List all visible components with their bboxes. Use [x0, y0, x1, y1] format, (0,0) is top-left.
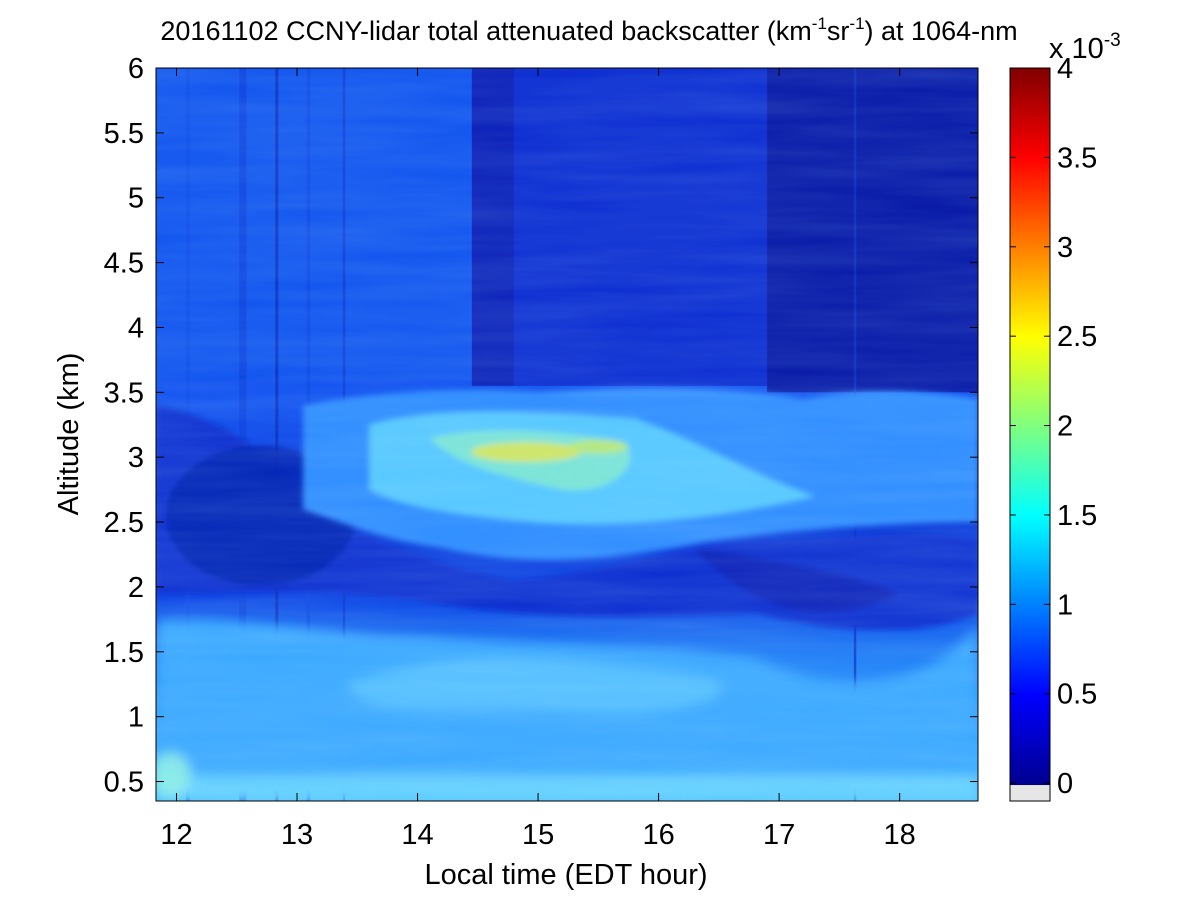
y-tick-label: 0.5 — [104, 767, 144, 799]
title-date: 20161102 — [160, 16, 278, 46]
heatmap-texture — [156, 68, 978, 801]
x-tick-label: 14 — [401, 819, 433, 851]
colorbar-nodata-band — [1010, 785, 1050, 801]
title-part-a — [279, 16, 287, 46]
title-sup-a: -1 — [812, 14, 827, 33]
title-text-c: ) at 1064-nm — [865, 16, 1018, 46]
colorbar: 0 0.5 1 1.5 2 2.5 3 3.5 4 — [1009, 53, 1097, 802]
y-axis-ticks: 0.5 1 1.5 2 2.5 3 3.5 4 4.5 5 5.5 6 — [104, 53, 978, 799]
chart-title: 20161102 CCNY-lidar total attenuated bac… — [160, 14, 1017, 46]
x-tick-label: 18 — [884, 819, 916, 851]
plot-axes — [155, 67, 979, 802]
title-text-b: sr — [827, 16, 850, 46]
colorbar-tick-label: 3.5 — [1057, 142, 1097, 174]
y-tick-label: 5.5 — [104, 118, 144, 150]
title-text-a: CCNY-lidar total attenuated backscatter … — [286, 16, 812, 46]
x-tick-label: 15 — [522, 819, 554, 851]
colorbar-exponent-power: -3 — [1104, 30, 1121, 51]
y-tick-label: 4.5 — [104, 248, 144, 280]
x-tick-label: 12 — [160, 819, 192, 851]
y-tick-label: 6 — [128, 53, 144, 85]
x-tick-label: 13 — [281, 819, 313, 851]
title-sup-b: -1 — [849, 14, 864, 33]
colorbar-tick-label: 0 — [1057, 768, 1073, 800]
colorbar-exponent-base: x 10 — [1049, 33, 1104, 65]
colorbar-tick-label: 1.5 — [1057, 500, 1097, 532]
y-tick-label: 1.5 — [104, 637, 144, 669]
x-axis-ticks: 12 13 14 15 16 17 18 — [160, 68, 916, 851]
colorbar-tick-label: 0.5 — [1057, 679, 1097, 711]
colorbar-tick-label: 2 — [1057, 411, 1073, 443]
colorbar-tick-label: 2.5 — [1057, 321, 1097, 353]
colorbar-gradient — [1010, 68, 1050, 786]
colorbar-frame — [1009, 67, 1051, 802]
colorbar-tick-label: 4 — [1057, 53, 1073, 85]
x-tick-label: 17 — [763, 819, 795, 851]
colorbar-tick-label: 3 — [1057, 232, 1073, 264]
y-tick-label: 2 — [128, 572, 144, 604]
y-tick-label: 4 — [128, 312, 144, 344]
x-axis-label: Local time (EDT hour) — [424, 859, 707, 891]
colorbar-exponent: x 10-3 — [1049, 30, 1121, 65]
y-tick-label: 5 — [128, 183, 144, 215]
y-tick-label: 3 — [128, 442, 144, 474]
plot-frame — [155, 67, 979, 802]
backscatter-heatmap — [156, 68, 978, 801]
x-tick-label: 16 — [642, 819, 674, 851]
y-tick-label: 1 — [128, 702, 144, 734]
colorbar-tick-label: 1 — [1057, 589, 1073, 621]
y-tick-label: 3.5 — [104, 377, 144, 409]
y-tick-label: 2.5 — [104, 507, 144, 539]
y-axis-label: Altitude (km) — [53, 353, 85, 516]
